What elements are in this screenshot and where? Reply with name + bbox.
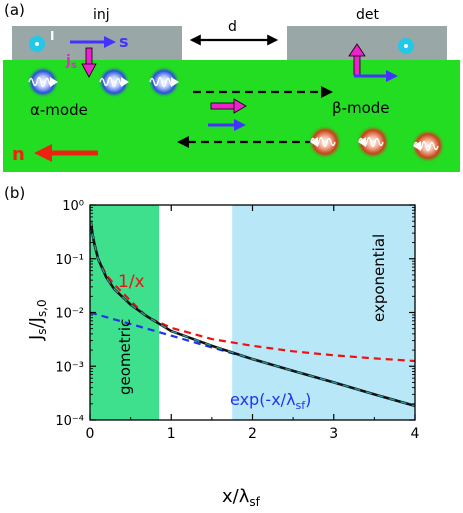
x-tick-label: 4 (411, 426, 420, 442)
panel-b: (b) 0 1 2 3 4 10⁻⁴ 10⁻³ 10⁻² 10⁻¹ 10⁰ 1/x exp(-x/… (4, 184, 420, 509)
x-axis-label-main: x/λ (222, 486, 250, 507)
detector-terminal-icon (398, 38, 414, 54)
distance-label: d (228, 19, 237, 35)
middle-spin-arrows-icon (208, 98, 247, 131)
panel-a-label: (a) (4, 1, 25, 19)
y-axis-label-sub1: s (35, 328, 49, 334)
spin-current-arrow-icon (81, 47, 97, 78)
beta-mode-label: β-mode (332, 99, 390, 117)
inv-curve-label: 1/x (118, 272, 145, 292)
y-tick-label: 10⁻¹ (55, 253, 84, 268)
spin-current-sub: s (71, 60, 77, 71)
wave-packet-icon (98, 66, 130, 98)
x-tick-label: 2 (248, 426, 257, 442)
y-axis-label: Js/Js,0 (26, 299, 49, 341)
geometric-region (90, 205, 160, 420)
fit-curve (90, 221, 415, 407)
spin-s-arrow-icon (70, 36, 116, 48)
injector-label: inj (93, 7, 110, 23)
y-tick-label: 10⁰ (62, 199, 84, 214)
y-axis-label-main: J (26, 335, 47, 341)
alpha-mode-label: α-mode (30, 101, 88, 119)
y-tick-label: 10⁻³ (55, 360, 84, 375)
detector-label: det (356, 7, 380, 23)
x-tick-label: 3 (329, 426, 338, 442)
x-tick-label: 0 (86, 426, 95, 442)
wave-packet-icon (356, 125, 390, 159)
wave-packet-icon (308, 125, 342, 159)
wave-packet-icon (27, 66, 59, 98)
y-tick-label: 10⁻² (55, 307, 84, 322)
y-axis-label-sub2: s,0 (35, 299, 49, 317)
dashed-arrow-left-icon (177, 136, 312, 148)
exponential-label: exponential (370, 234, 388, 322)
exponential-region (232, 205, 415, 420)
spin-current-label: js (65, 53, 77, 71)
exp-curve-label-sub: sf (296, 399, 307, 412)
geometric-label: geometric (116, 319, 134, 395)
x-axis-label-sub: sf (249, 495, 260, 509)
wave-packet-icon (148, 66, 180, 98)
spin-current-main: j (65, 53, 71, 69)
panel-b-label: (b) (4, 184, 25, 202)
detector-spin-up-arrow-icon (348, 43, 398, 82)
dashed-arrow-right-icon (193, 86, 333, 98)
wave-packet-icon (411, 129, 445, 163)
exp-curve-label-close: ) (305, 390, 311, 409)
normal-n-arrow-icon (34, 144, 98, 162)
panel-a: (a) inj det d I s (3, 1, 460, 172)
normal-n-label: n (12, 144, 25, 165)
y-tick-label: 10⁻⁴ (55, 414, 84, 429)
y-axis-label-mid: /J (26, 317, 47, 328)
current-label: I (50, 29, 54, 43)
injector-terminal-icon (29, 36, 45, 52)
exp-curve-label: exp(-x/λsf) (230, 390, 311, 412)
exp-curve-label-main: exp(-x/λ (230, 390, 296, 409)
x-axis-label: x/λsf (222, 486, 261, 509)
x-tick-label: 1 (167, 426, 176, 442)
detector-contact (287, 26, 447, 60)
spin-s-label: s (119, 32, 129, 51)
